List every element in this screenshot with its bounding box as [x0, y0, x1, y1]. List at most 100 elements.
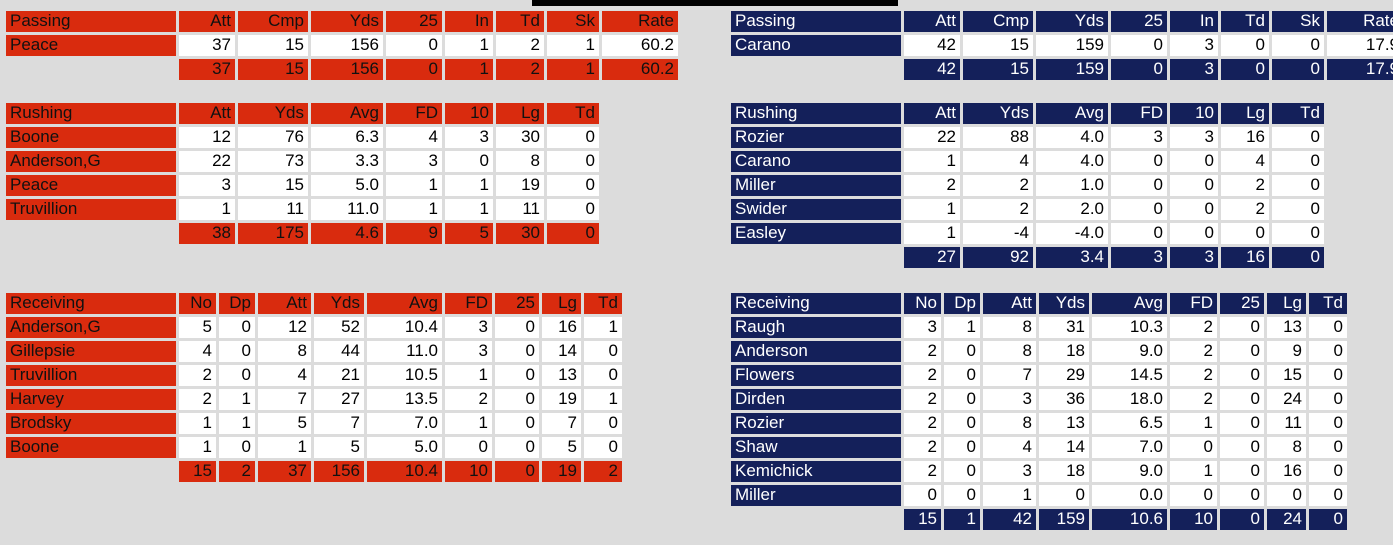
stat-cell: 0	[445, 437, 492, 458]
total-cell: 27	[904, 247, 960, 268]
total-cell: 159	[1039, 509, 1089, 530]
stat-cell: 0	[944, 365, 980, 386]
stat-cell: 3	[445, 317, 492, 338]
stat-cell: 0	[547, 175, 599, 196]
player-row: Swider 1 2 2.0 0 0 2 0	[731, 199, 1324, 220]
column-header: FD	[445, 293, 492, 314]
stat-cell: 0.0	[1092, 485, 1167, 506]
column-header: FD	[1111, 103, 1167, 124]
player-name: Kemichick	[731, 461, 901, 482]
stat-cell: 0	[1170, 199, 1218, 220]
column-header: Td	[1221, 11, 1269, 32]
totals-spacer	[6, 461, 176, 482]
column-header: Att	[258, 293, 311, 314]
stat-cell: 0	[1272, 199, 1324, 220]
left-receiving-table: Receiving No Dp Att Yds Avg FD 25 Lg Td Anderson,G…	[3, 290, 625, 485]
stat-cell: 27	[314, 389, 364, 410]
stat-cell: -4	[963, 223, 1033, 244]
stat-cell: 1	[445, 199, 493, 220]
player-name: Truvillion	[6, 199, 176, 220]
stat-cell: 0	[584, 341, 622, 362]
stat-cell: 14	[542, 341, 581, 362]
right-passing-table: PassingAttCmpYds25InTdSkRateCarano421515…	[728, 8, 1393, 83]
stat-cell: 11	[1267, 413, 1306, 434]
player-name: Gillepsie	[6, 341, 176, 362]
right-rushing-table: Rushing Att Yds Avg FD 10 Lg Td Rozier 22 88 4.0 3 3 1…	[728, 100, 1327, 271]
column-header: No	[179, 293, 216, 314]
right-receiving-table: Receiving No Dp Att Yds Avg FD 25 Lg Td Raugh 3 1 8 31…	[728, 290, 1350, 533]
header-row: Receiving No Dp Att Yds Avg FD 25 Lg Td	[731, 293, 1347, 314]
total-cell: 156	[314, 461, 364, 482]
total-cell: 10.4	[367, 461, 442, 482]
stat-cell: 2	[1170, 365, 1217, 386]
column-header: 25	[1111, 11, 1167, 32]
stat-cell: 10.3	[1092, 317, 1167, 338]
header-row: Receiving No Dp Att Yds Avg FD 25 Lg Td	[6, 293, 622, 314]
player-row: Anderson 2 0 8 18 9.0 2 0 9 0	[731, 341, 1347, 362]
stat-cell: 76	[238, 127, 308, 148]
stat-cell: 0	[219, 317, 255, 338]
stat-cell: 1	[944, 317, 980, 338]
total-cell: 175	[238, 223, 308, 244]
stat-cell: 0	[1220, 317, 1264, 338]
totals-spacer	[731, 509, 901, 530]
total-cell: 60.2	[602, 59, 678, 80]
stat-cell: 3	[1170, 127, 1218, 148]
stat-cell: 73	[238, 151, 308, 172]
stat-cell: 2	[963, 175, 1033, 196]
stat-cell: 2	[904, 413, 941, 434]
stat-cell: 2	[904, 175, 960, 196]
stat-cell: 3	[1111, 127, 1167, 148]
stat-cell: 4.0	[1036, 151, 1108, 172]
stat-cell: 1	[445, 413, 492, 434]
stat-cell: 4	[1221, 151, 1269, 172]
total-cell: 4.6	[311, 223, 383, 244]
total-cell: 42	[983, 509, 1036, 530]
player-name: Anderson	[731, 341, 901, 362]
total-cell: 37	[258, 461, 311, 482]
total-cell: 0	[547, 223, 599, 244]
player-name: Brodsky	[6, 413, 176, 434]
stat-cell: 159	[1036, 35, 1108, 56]
total-cell: 19	[542, 461, 581, 482]
stat-cell: 29	[1039, 365, 1089, 386]
total-cell: 0	[386, 59, 442, 80]
stat-cell: 16	[1267, 461, 1306, 482]
stat-cell: 8	[983, 341, 1036, 362]
total-cell: 15	[904, 509, 941, 530]
total-cell: 10.6	[1092, 509, 1167, 530]
stat-cell: 2	[904, 365, 941, 386]
stat-cell: 0	[547, 199, 599, 220]
player-row: Boone 12 76 6.3 4 3 30 0	[6, 127, 599, 148]
stat-cell: 2	[1170, 341, 1217, 362]
player-name: Peace	[6, 175, 176, 196]
column-header: Td	[1272, 103, 1324, 124]
stat-cell: 0	[386, 35, 442, 56]
stat-cell: 3	[983, 461, 1036, 482]
stat-cell: 0	[1170, 223, 1218, 244]
total-cell: 156	[311, 59, 383, 80]
stat-cell: 0	[1111, 223, 1167, 244]
column-header: Td	[1309, 293, 1347, 314]
stat-cell: 0	[584, 437, 622, 458]
total-cell: 5	[445, 223, 493, 244]
stat-cell: 1	[1170, 461, 1217, 482]
column-header: Cmp	[963, 11, 1033, 32]
stat-cell: 0	[1272, 175, 1324, 196]
stat-cell: 1	[445, 175, 493, 196]
column-header: Dp	[219, 293, 255, 314]
stat-cell: 3.3	[311, 151, 383, 172]
player-name: Carano	[731, 35, 901, 56]
left-passing-table: Passing Att Cmp Yds 25 In Td Sk Rate Peace 37 15 156…	[3, 8, 681, 83]
stat-cell: 2	[1170, 389, 1217, 410]
column-header: Lg	[542, 293, 581, 314]
stat-cell: 4.0	[1036, 127, 1108, 148]
column-header: Sk	[547, 11, 599, 32]
stat-cell: 0	[1309, 365, 1347, 386]
totals-spacer	[6, 223, 176, 244]
total-cell: 3.4	[1036, 247, 1108, 268]
player-name: Miller	[731, 485, 901, 506]
column-header: Att	[179, 103, 235, 124]
column-header: 10	[445, 103, 493, 124]
section-title: Passing	[6, 11, 176, 32]
